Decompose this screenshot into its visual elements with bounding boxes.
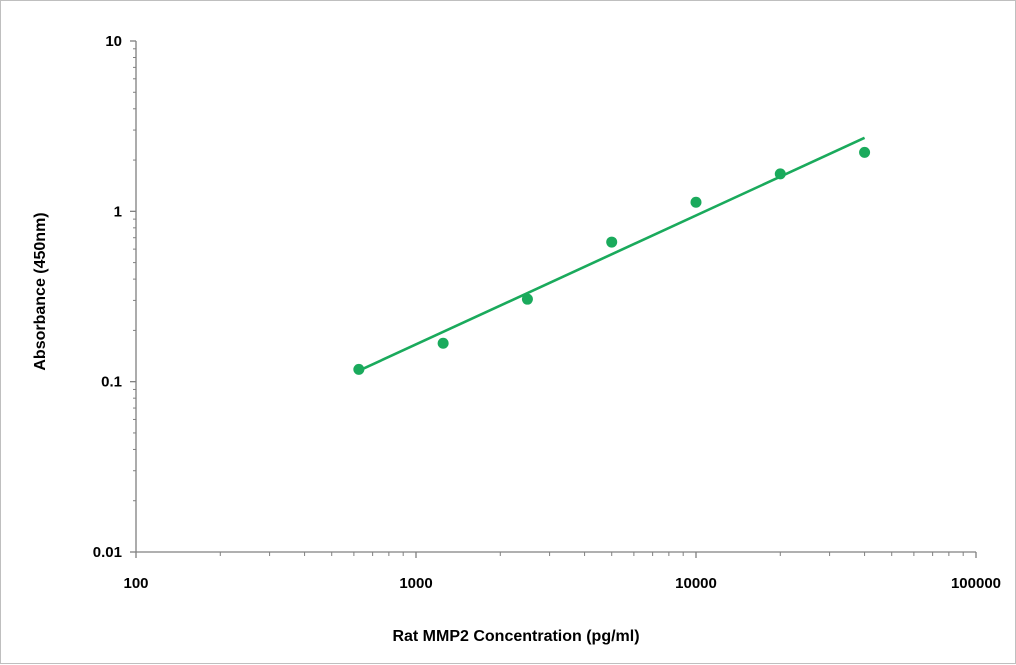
- data-point: [353, 363, 365, 375]
- x-tick-label: 100: [123, 575, 148, 592]
- trendline-group: [358, 136, 866, 372]
- trendline: [358, 136, 866, 372]
- x-axis-title: Rat MMP2 Concentration (pg/ml): [392, 628, 639, 645]
- y-tick-label: 10: [105, 33, 122, 50]
- y-axis-title: Absorbance (450nm): [32, 212, 49, 370]
- tick-labels: 0.01 0.1 1 10 100 1000 10000 100000: [93, 33, 1001, 592]
- data-point: [774, 168, 786, 180]
- data-point: [859, 146, 871, 158]
- x-tick-label: 10000: [675, 575, 717, 592]
- data-point: [521, 293, 533, 305]
- x-tick-label: 1000: [399, 575, 432, 592]
- axes: [135, 41, 976, 553]
- data-point: [606, 236, 618, 248]
- y-tick-label: 0.1: [101, 374, 122, 391]
- x-tick-label: 100000: [951, 575, 1001, 592]
- tick-marks: [130, 40, 977, 558]
- data-point: [437, 337, 449, 349]
- data-point: [690, 196, 702, 208]
- y-tick-label: 0.01: [93, 544, 122, 561]
- data-points: [353, 146, 871, 375]
- y-tick-label: 1: [114, 203, 122, 220]
